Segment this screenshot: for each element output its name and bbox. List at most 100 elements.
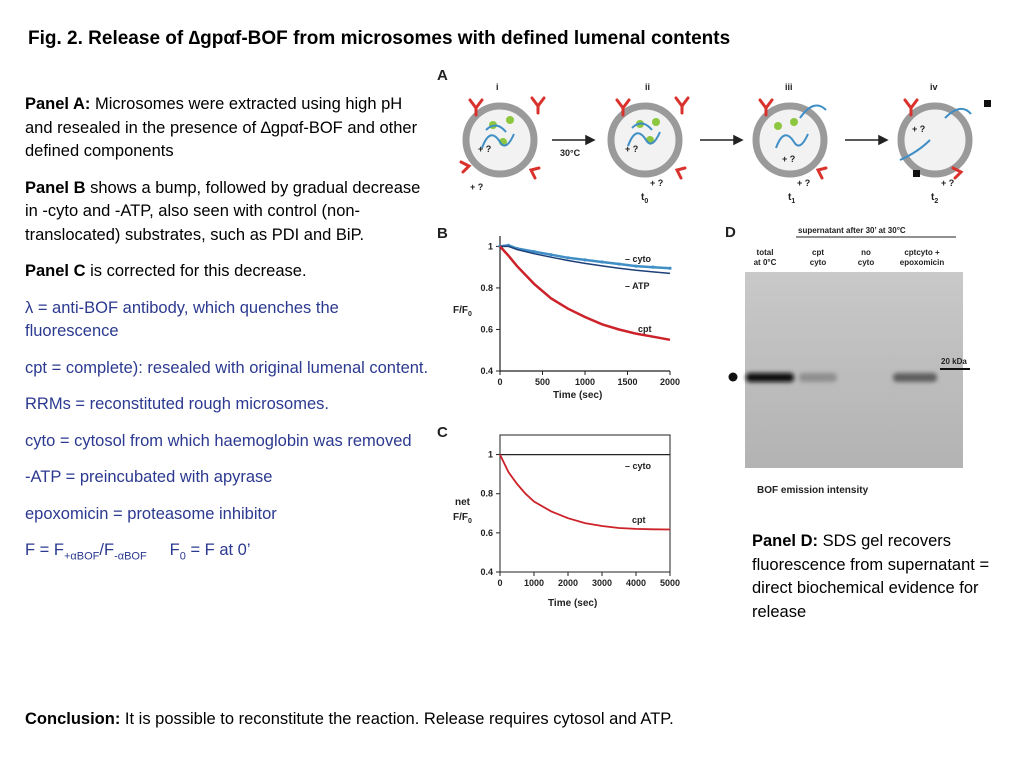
series-line	[499, 245, 671, 342]
series-line	[499, 454, 671, 531]
data-point	[651, 265, 655, 269]
unknown-mark: + ?	[941, 178, 954, 188]
unknown-mark: + ?	[782, 154, 795, 164]
note-atp: -ATP = preincubated with apyrase	[25, 468, 273, 486]
data-point	[600, 260, 604, 264]
lane-label: cptcyto +	[904, 248, 940, 257]
panel-c-chart: C net F/F0 Time (sec) 0 1000 2000 3000 4000 5…	[437, 424, 680, 609]
y-tick-label: 1	[488, 450, 493, 460]
time-label: t1	[788, 192, 795, 205]
data-point	[532, 249, 536, 254]
x-axis-label: Time (sec)	[553, 390, 602, 401]
panel-b-chart: B F/F0 Time (sec) 0 500 1000 1500 2000 0.4 0.6…	[437, 225, 680, 401]
microsome-iii	[752, 102, 828, 178]
gel-band	[893, 373, 937, 382]
data-point	[617, 262, 621, 266]
note-panel-a: Panel A: Microsomes were extracted using…	[25, 95, 418, 160]
x-tick-label: 1000	[575, 377, 595, 387]
note-lambda: λ = anti-BOF antibody, which quenches th…	[25, 298, 339, 341]
lane-label: cyto	[810, 258, 827, 267]
y-axis-label-top: net	[455, 497, 471, 508]
lane-label: cyto	[858, 258, 875, 267]
panel-a-label: A	[437, 67, 448, 84]
notes-column: Panel A: Microsomes were extracted using…	[25, 93, 430, 576]
series-line	[500, 245, 671, 275]
x-tick-label: 0	[497, 377, 502, 387]
y-tick-label: 1	[488, 241, 493, 251]
y-tick-label: 0.8	[480, 283, 493, 293]
x-tick-label: 500	[535, 377, 550, 387]
note-cpt: cpt = complete): resealed with original …	[25, 358, 429, 377]
lane-label: cpt	[812, 248, 824, 257]
series-label: – ATP	[625, 281, 650, 291]
note-panel-c: Panel C is corrected for this decrease.	[25, 262, 307, 280]
y-tick-label: 0.4	[480, 366, 493, 376]
panel-d: D supernatant after 30’ at 30°C total at…	[725, 224, 970, 496]
note-cyto: cyto = cytosol from which haemoglobin wa…	[25, 431, 412, 450]
series-label: cpt	[638, 324, 652, 334]
panel-d-caption: Panel D: SDS gel recovers fluorescence f…	[752, 532, 990, 621]
stage-label: iv	[930, 82, 938, 92]
microsome-ii	[607, 102, 683, 178]
gel-image	[745, 272, 963, 468]
antibody-icons	[459, 96, 964, 180]
marker-label: 20 kDa	[941, 357, 967, 366]
conclusion: Conclusion: It is possible to reconstitu…	[25, 710, 674, 728]
stage-label: ii	[645, 82, 650, 92]
plot-frame	[499, 434, 671, 573]
unknown-mark: + ?	[625, 144, 638, 154]
note-rrms: RRMs = reconstituted rough microsomes.	[25, 395, 329, 413]
y-axis-label: F/F0	[453, 305, 472, 318]
note-epoxomicin: epoxomicin = proteasome inhibitor	[25, 504, 277, 523]
y-tick-label: 0.8	[480, 489, 493, 499]
arrow-label: 30°C	[560, 148, 581, 158]
unknown-mark: + ?	[912, 124, 925, 134]
gel-x-label: BOF emission intensity	[757, 485, 869, 496]
alpha-symbol: α	[223, 28, 236, 49]
note-panel-b: Panel B shows a bump, followed by gradua…	[25, 178, 421, 244]
delta-symbol: ∆	[188, 28, 201, 49]
panel-a: A i ii iii iv	[437, 67, 991, 205]
gel-bands	[746, 373, 937, 382]
x-axis-label: Time (sec)	[548, 598, 597, 609]
series-label: – cyto	[625, 254, 652, 264]
unknown-mark: + ?	[478, 144, 491, 154]
sample-dot-icon	[728, 372, 738, 382]
unknown-mark: + ?	[797, 178, 810, 188]
figure-title: Fig. 2. Release of ∆gpαf-BOF from micros…	[28, 28, 731, 49]
x-tick-label: 2000	[660, 377, 680, 387]
panel-c-label: C	[437, 424, 448, 441]
x-tick-label: 5000	[660, 578, 680, 588]
y-tick-label: 0.6	[480, 528, 493, 538]
x-tick-label: 1000	[524, 578, 544, 588]
data-point	[634, 264, 638, 268]
data-point	[583, 258, 587, 262]
lane-label: total	[757, 248, 774, 257]
data-point	[668, 266, 672, 270]
unknown-mark: + ?	[470, 182, 483, 192]
x-tick-label: 2000	[558, 578, 578, 588]
stage-label: iii	[785, 82, 793, 92]
note-f-definition: F = F+αBOF/F-αBOF F0 = F at 0’	[25, 541, 251, 563]
stage-label: i	[496, 82, 499, 92]
x-tick-label: 4000	[626, 578, 646, 588]
gel-header: supernatant after 30’ at 30°C	[798, 226, 906, 235]
x-tick-label: 0	[497, 578, 502, 588]
y-axis-label: F/F0	[453, 512, 472, 525]
series-label: – cyto	[625, 461, 652, 471]
lane-label: epoxomicin	[900, 258, 945, 267]
x-tick-label: 3000	[592, 578, 612, 588]
y-tick-label: 0.6	[480, 324, 493, 334]
arrow-icons	[552, 134, 889, 146]
data-point	[549, 253, 553, 257]
time-label: t0	[641, 192, 648, 205]
panel-d-label: D	[725, 224, 736, 241]
unknown-mark: + ?	[650, 178, 663, 188]
lane-label: at 0°C	[754, 258, 777, 267]
lane-label: no	[861, 248, 871, 257]
gel-band	[746, 373, 794, 382]
y-tick-label: 0.4	[480, 567, 493, 577]
series-label: cpt	[632, 515, 646, 525]
panel-b-label: B	[437, 225, 448, 242]
